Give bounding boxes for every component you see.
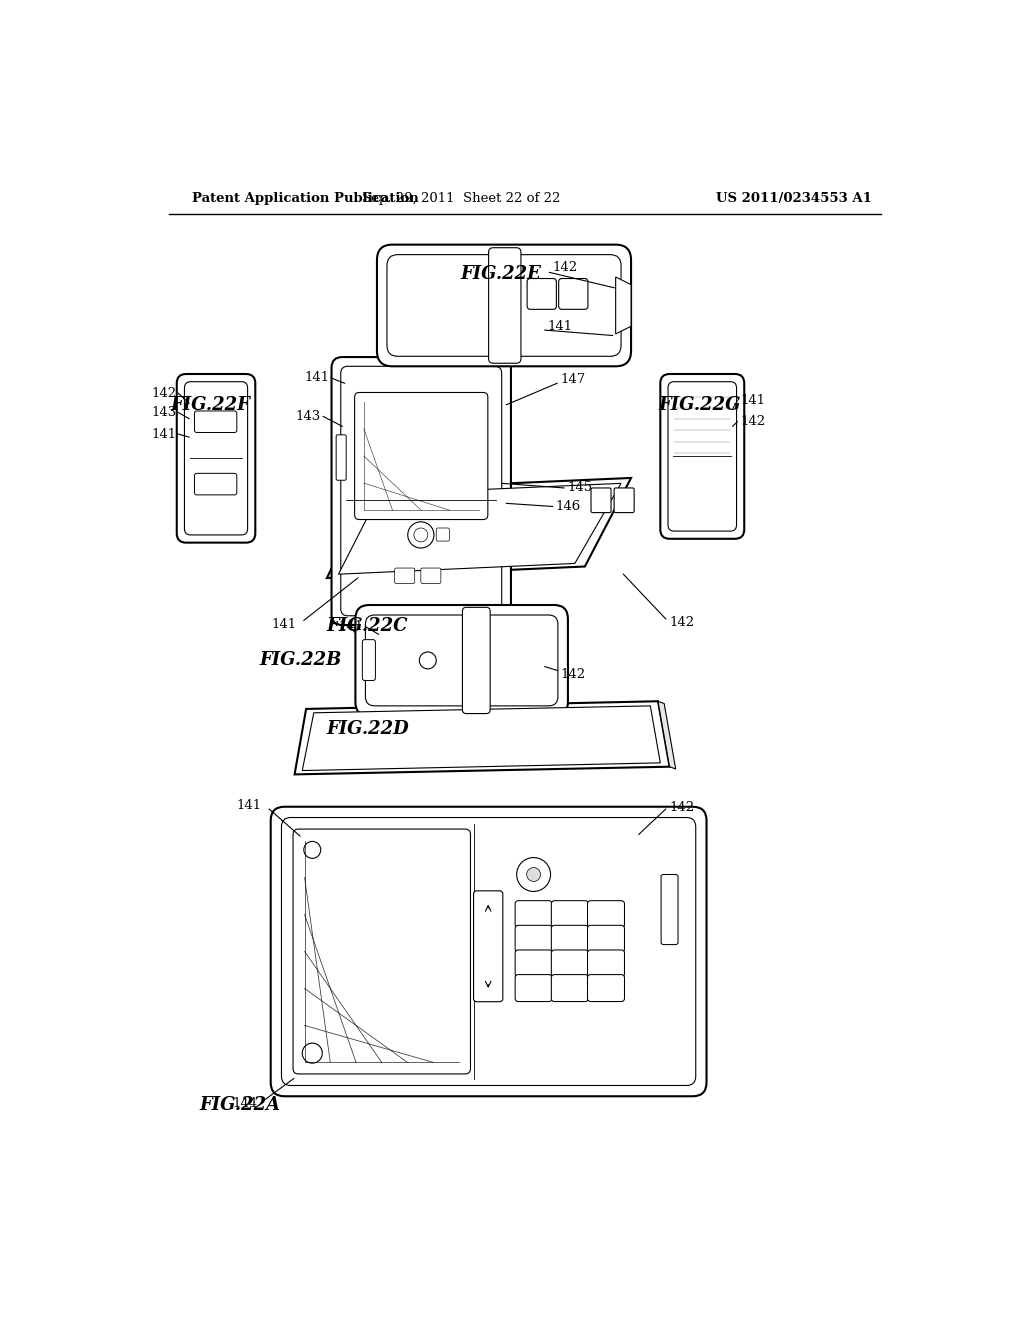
Text: FIG.22D: FIG.22D: [327, 721, 410, 738]
Text: 141: 141: [271, 618, 296, 631]
Text: 141: 141: [740, 395, 766, 408]
FancyBboxPatch shape: [436, 528, 450, 541]
FancyBboxPatch shape: [362, 640, 376, 681]
Text: FIG.22A: FIG.22A: [200, 1096, 281, 1114]
Text: 141: 141: [548, 319, 573, 333]
FancyBboxPatch shape: [588, 974, 625, 1002]
Text: FIG.22E: FIG.22E: [460, 264, 541, 282]
FancyBboxPatch shape: [551, 925, 588, 952]
FancyBboxPatch shape: [488, 248, 521, 363]
Polygon shape: [339, 483, 621, 574]
Text: FIG.22B: FIG.22B: [260, 651, 342, 669]
Polygon shape: [327, 478, 631, 578]
FancyBboxPatch shape: [336, 434, 346, 480]
Text: 142: 142: [740, 416, 766, 428]
Text: Sep. 29, 2011  Sheet 22 of 22: Sep. 29, 2011 Sheet 22 of 22: [362, 191, 561, 205]
Text: 147: 147: [560, 372, 586, 385]
Text: 145: 145: [568, 482, 593, 495]
Text: US 2011/0234553 A1: US 2011/0234553 A1: [716, 191, 871, 205]
Text: 141: 141: [304, 371, 330, 384]
FancyBboxPatch shape: [515, 950, 552, 977]
FancyBboxPatch shape: [660, 374, 744, 539]
Text: 141: 141: [237, 799, 261, 812]
FancyBboxPatch shape: [588, 925, 625, 952]
FancyBboxPatch shape: [559, 279, 588, 309]
FancyBboxPatch shape: [387, 255, 621, 356]
FancyBboxPatch shape: [551, 900, 588, 928]
FancyBboxPatch shape: [515, 900, 552, 928]
Text: FIG.22G: FIG.22G: [658, 396, 741, 413]
FancyBboxPatch shape: [195, 411, 237, 433]
FancyBboxPatch shape: [354, 392, 487, 520]
FancyBboxPatch shape: [588, 900, 625, 928]
FancyBboxPatch shape: [293, 829, 470, 1074]
FancyBboxPatch shape: [184, 381, 248, 535]
Text: FIG.22F: FIG.22F: [171, 396, 251, 413]
FancyBboxPatch shape: [614, 488, 634, 512]
FancyBboxPatch shape: [341, 367, 502, 615]
FancyBboxPatch shape: [394, 568, 415, 583]
Text: 146: 146: [556, 500, 581, 513]
Text: 142: 142: [670, 801, 694, 814]
Text: 142: 142: [670, 616, 694, 630]
FancyBboxPatch shape: [282, 817, 695, 1085]
FancyBboxPatch shape: [177, 374, 255, 543]
Circle shape: [526, 867, 541, 882]
FancyBboxPatch shape: [551, 974, 588, 1002]
Text: Patent Application Publication: Patent Application Publication: [193, 191, 419, 205]
Polygon shape: [658, 701, 676, 770]
FancyBboxPatch shape: [515, 925, 552, 952]
Polygon shape: [295, 701, 670, 775]
Polygon shape: [302, 706, 660, 771]
Text: 143: 143: [296, 409, 321, 422]
FancyBboxPatch shape: [588, 950, 625, 977]
FancyBboxPatch shape: [668, 381, 736, 531]
FancyBboxPatch shape: [195, 474, 237, 495]
Text: 143: 143: [152, 407, 177, 418]
FancyBboxPatch shape: [332, 358, 511, 626]
Text: 142: 142: [553, 261, 578, 275]
FancyBboxPatch shape: [527, 279, 556, 309]
FancyBboxPatch shape: [463, 607, 490, 714]
FancyBboxPatch shape: [591, 488, 611, 512]
FancyBboxPatch shape: [366, 615, 558, 706]
Text: 142: 142: [152, 387, 177, 400]
Text: 144: 144: [232, 1097, 258, 1110]
FancyBboxPatch shape: [421, 568, 441, 583]
Text: 142: 142: [560, 668, 586, 681]
FancyBboxPatch shape: [551, 950, 588, 977]
FancyBboxPatch shape: [662, 874, 678, 945]
Polygon shape: [354, 578, 416, 632]
FancyBboxPatch shape: [355, 605, 568, 715]
FancyBboxPatch shape: [270, 807, 707, 1096]
Polygon shape: [615, 277, 631, 334]
Text: 141: 141: [152, 428, 177, 441]
Text: FIG.22C: FIG.22C: [327, 616, 409, 635]
FancyBboxPatch shape: [515, 974, 552, 1002]
Text: 141: 141: [338, 620, 364, 634]
FancyBboxPatch shape: [377, 244, 631, 367]
FancyBboxPatch shape: [473, 891, 503, 1002]
